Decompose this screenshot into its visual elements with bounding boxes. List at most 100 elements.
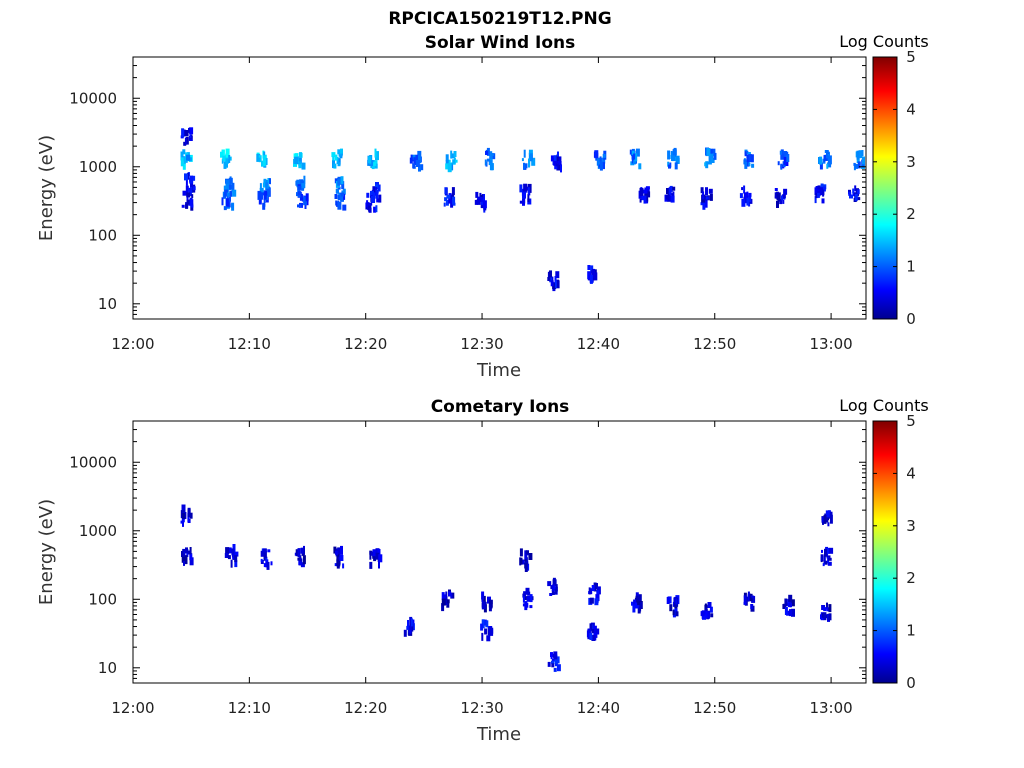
count-cell [490,163,494,171]
count-cell [705,196,709,200]
count-cell [334,194,338,199]
colorbar-tick-label: 3 [906,517,916,535]
count-cell [639,187,644,196]
count-cell [774,188,778,191]
count-cell [849,194,853,199]
y-tick-label: 100 [88,590,117,608]
count-cell [781,194,786,199]
count-cell [589,623,593,631]
count-cell [225,158,229,164]
count-cell [378,554,383,563]
count-cell [555,656,560,664]
count-cell [332,156,335,161]
count-cell [591,585,595,591]
x-tick-label: 12:10 [228,335,271,353]
count-cell [702,612,706,620]
count-cell [184,555,188,565]
count-cell [299,152,302,158]
count-cell [305,193,309,202]
count-cell [749,597,752,602]
count-cell [707,161,712,165]
count-cell [267,549,271,553]
count-cell [549,276,553,283]
count-cell [371,196,375,203]
count-cell [231,548,235,556]
count-cell [707,610,711,619]
count-cell [829,547,834,554]
count-cell [592,625,597,632]
count-cell [670,195,675,203]
count-cell [645,187,650,194]
count-cell [709,153,714,158]
count-cell [824,548,827,557]
count-cell [633,153,636,160]
count-cell [526,595,531,602]
count-cell [710,157,715,163]
count-cell [485,620,489,628]
count-cell [854,185,857,192]
count-cell [225,180,230,184]
count-cell [821,612,825,618]
count-cell [188,187,192,192]
count-cell [474,199,478,205]
count-cell [709,606,713,613]
count-cell [369,550,373,555]
y-tick-label: 10000 [69,453,117,471]
count-cell [635,148,640,157]
count-cell [409,630,412,635]
count-cell [227,547,232,554]
count-cell [675,598,678,605]
count-cell [713,152,717,160]
count-cell [406,625,410,630]
count-cell [706,148,711,156]
count-cell [190,180,193,188]
count-cell [228,184,233,190]
count-cell [445,163,450,170]
count-cell [827,557,832,561]
count-cell [746,197,750,206]
count-cell [586,630,591,638]
count-cell [262,155,266,164]
count-cell [297,191,301,196]
count-cell [631,150,635,155]
count-cell [856,157,860,163]
count-cell [821,605,826,610]
count-cell [790,599,795,607]
count-cell [297,185,302,190]
count-cell [339,555,344,561]
count-cell [555,584,558,588]
x-tick-label: 12:20 [344,335,387,353]
count-cell [413,157,418,166]
count-cell [266,561,270,570]
count-cell [258,198,262,205]
count-cell [739,193,743,199]
count-cell [297,204,301,208]
count-cell [820,183,824,191]
count-cell [829,511,833,517]
count-cell [418,164,421,172]
count-cell [370,190,374,198]
count-cell [856,197,861,201]
count-cell [340,176,344,185]
count-cell [712,148,716,155]
count-cell [557,161,562,165]
count-cell [187,509,191,517]
x-axis-label: Time [476,724,521,745]
count-cell [264,550,267,558]
count-cell [189,134,192,139]
count-cell [524,563,528,572]
count-cell [784,607,788,615]
count-cell [852,188,855,194]
count-cell [705,611,708,619]
count-cell [304,202,307,209]
data-cells [180,504,834,672]
colorbar-label: Log Counts [839,396,929,415]
colorbar-ticks: 0 1 2 3 4 5 [873,412,916,692]
count-cell [523,183,528,192]
count-cell [815,193,819,199]
count-cell [221,158,224,164]
count-cell [489,604,492,611]
count-cell [263,563,268,568]
y-axis-ticks: 10 100 1000 10000 [69,56,866,320]
x-tick-label: 12:00 [111,335,154,353]
